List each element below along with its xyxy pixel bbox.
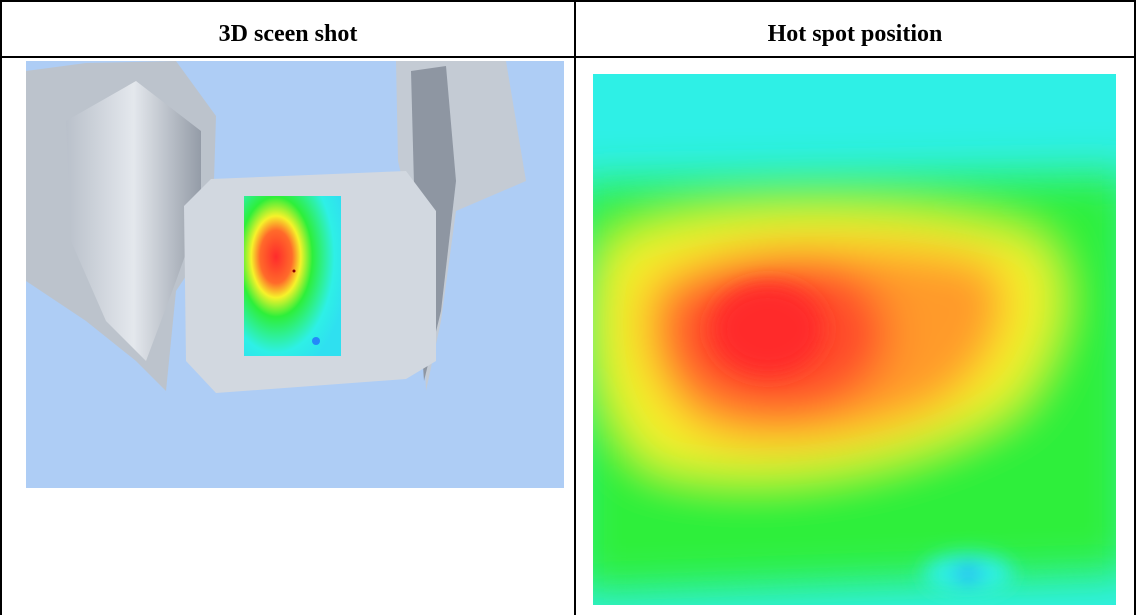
- hot-spot-heatmap: [593, 74, 1116, 605]
- table-border-top: [0, 0, 1136, 2]
- table-border-left: [0, 0, 2, 615]
- header-3d-screenshot: 3D sceen shot: [218, 20, 358, 47]
- header-hot-spot-position: Hot spot position: [767, 20, 943, 47]
- table-border-middle: [574, 0, 576, 615]
- table-border-right: [1134, 0, 1136, 615]
- table-border-header-bottom: [0, 56, 1136, 58]
- 3d-model-screenshot: [26, 61, 564, 488]
